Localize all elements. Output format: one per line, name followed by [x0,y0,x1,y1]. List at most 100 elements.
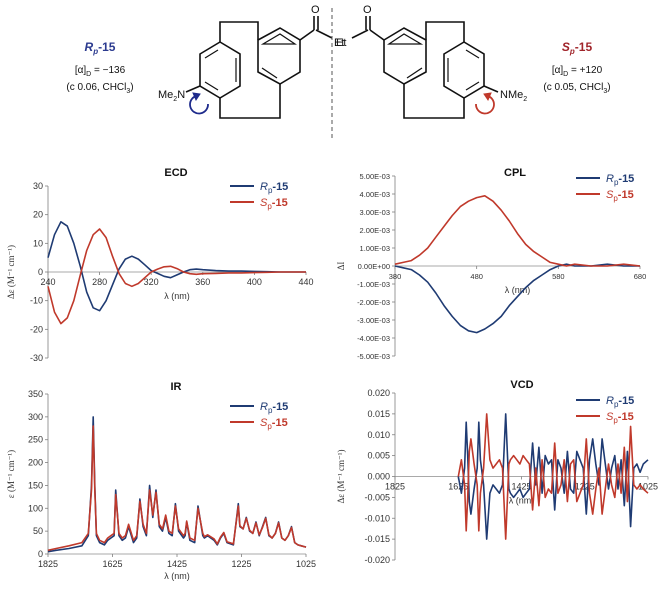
ecd-x-tick-label: 320 [144,277,159,287]
vcd-y-tick-label: -0.020 [364,555,390,565]
vcd-x-tick-label: 1625 [448,482,468,492]
ecd-legend-label: Rp-15 [260,181,288,195]
vcd-x-label: λ (nm) [509,496,535,506]
cpl-x-tick-label: 680 [634,272,647,281]
right-ketone-ethyl-label: Et [336,37,346,49]
vcd-title: VCD [510,379,533,391]
vcd-y-label: Δε (M⁻¹ cm⁻¹) [336,450,346,504]
left-back-ring [257,27,301,85]
left-compound-block: Rp-15 [α]D = −136 (c 0.06, CHCl3) [66,40,133,95]
right-compound-block: Sp-15 [α]D = +120 (c 0.05, CHCl3) [543,40,610,95]
right-rotation-arrow-icon [475,95,495,115]
cpl-y-tick-label: -3.00E-03 [357,316,390,325]
ir-y-tick-label: 100 [28,503,43,513]
ir-x-tick-label: 1825 [38,559,58,569]
vcd-legend-label: Rp-15 [606,395,634,409]
ir-x-label: λ (nm) [164,571,190,581]
cpl-y-tick-label: 5.00E-03 [360,172,390,181]
vcd-x-tick-label: 1425 [511,482,531,492]
cpl-x-label: λ (nm) [505,285,531,295]
ecd-y-tick-label: 20 [33,210,43,220]
vcd-series-sp-line [457,413,649,540]
vcd-y-tick-label: 0.015 [367,409,390,419]
cpl-y-tick-label: -2.00E-03 [357,298,390,307]
cpl-legend-label: Sp-15 [606,189,634,203]
ecd-x-tick-label: 360 [195,277,210,287]
vcd-y-tick-label: 0.000 [367,472,390,482]
ir-x-tick-label: 1425 [167,559,187,569]
vcd-x-tick-label: 1025 [638,482,658,492]
cpl-y-tick-label: 2.00E-03 [360,226,390,235]
ir-y-tick-label: 0 [38,549,43,559]
vcd-legend-label: Sp-15 [606,411,634,425]
ecd-y-tick-label: -20 [30,324,43,334]
left-front-ring [199,41,241,99]
ir-x-tick-label: 1225 [231,559,251,569]
right-upper-bridge [425,21,465,42]
ecd-title: ECD [164,167,187,179]
cpl-x-tick-label: 580 [552,272,565,281]
cpl-title: CPL [504,167,526,179]
right-molecule-structure: O Et NMe2 [336,4,527,119]
left-rotation-value: [α]D = −136 [75,65,126,78]
ecd-y-tick-label: -30 [30,353,43,363]
ir-series-sp-line [47,425,307,552]
ecd-x-label: λ (nm) [164,291,190,301]
left-compound-label: Rp-15 [85,40,116,56]
ecd-chart: ECD 30 20 10 0 -10 -20 -30 240 280 320 360 400 440 λ (… [6,167,314,363]
ecd-y-tick-label: 10 [33,238,43,248]
left-lower-bridge [219,84,281,119]
ecd-x-tick-label: 400 [247,277,262,287]
ir-y-tick-label: 250 [28,435,43,445]
ir-y-tick-label: 50 [33,526,43,536]
ir-y-tick-label: 300 [28,412,43,422]
ir-series-rp-line [47,416,307,553]
cpl-x-tick-label: 480 [470,272,483,281]
cpl-chart: CPL 5.00E-03 4.00E-03 3.00E-03 2.00E-03 1.00E… [336,167,646,361]
ir-y-label: ε (M⁻¹ cm⁻¹) [6,450,16,498]
ecd-y-label: Δε (M⁻¹ cm⁻¹) [6,245,16,299]
left-upper-bridge [219,21,259,42]
left-ketone-ethyl: Et [334,37,344,49]
ir-y-tick-label: 150 [28,480,43,490]
vcd-x-tick-label: 1825 [385,482,405,492]
right-compound-label: Sp-15 [562,40,593,56]
left-molecule-structure: O Et Me2N [158,4,344,119]
ir-title: IR [171,381,182,393]
left-rotation-conditions: (c 0.06, CHCl3) [66,82,133,95]
right-ketone-oxygen: O [363,4,372,16]
ecd-legend-label: Sp-15 [260,197,288,211]
left-rotation-arrow-icon [189,95,209,115]
ecd-x-tick-label: 280 [92,277,107,287]
right-amine-label: NMe2 [500,89,527,103]
vcd-chart: VCD 0.020 0.015 0.010 0.005 0.000 -0.005 -0.010… [336,379,658,565]
ir-x-tick-label: 1025 [296,559,316,569]
vcd-y-tick-label: 0.010 [367,430,390,440]
ir-legend-label: Sp-15 [260,417,288,431]
ir-y-tick-label: 350 [28,389,43,399]
cpl-series-rp-line [394,263,640,334]
ecd-y-tick-label: -10 [30,296,43,306]
cpl-y-tick-label: 3.00E-03 [360,208,390,217]
ecd-x-tick-label: 440 [298,277,313,287]
vcd-y-tick-label: 0.020 [367,388,390,398]
ecd-y-tick-label: 30 [33,181,43,191]
cpl-legend-label: Rp-15 [606,173,634,187]
left-ketone-oxygen: O [311,4,320,16]
ecd-x-tick-label: 240 [40,277,55,287]
vcd-y-tick-label: -0.005 [364,492,390,502]
vcd-y-tick-label: 0.005 [367,451,390,461]
left-amine-label: Me2N [158,89,185,103]
ir-y-tick-label: 200 [28,458,43,468]
right-rotation-value: [α]D = +120 [552,65,603,78]
cpl-series-sp-line [394,195,641,267]
cpl-y-tick-label: -5.00E-03 [357,352,390,361]
cpl-x-tick-label: 380 [389,272,402,281]
ecd-series-sp-line [47,228,306,325]
ir-x-tick-label: 1625 [102,559,122,569]
cpl-y-tick-label: -1.00E-03 [357,280,390,289]
right-back-ring [383,27,427,85]
right-rotation-conditions: (c 0.05, CHCl3) [543,82,610,95]
